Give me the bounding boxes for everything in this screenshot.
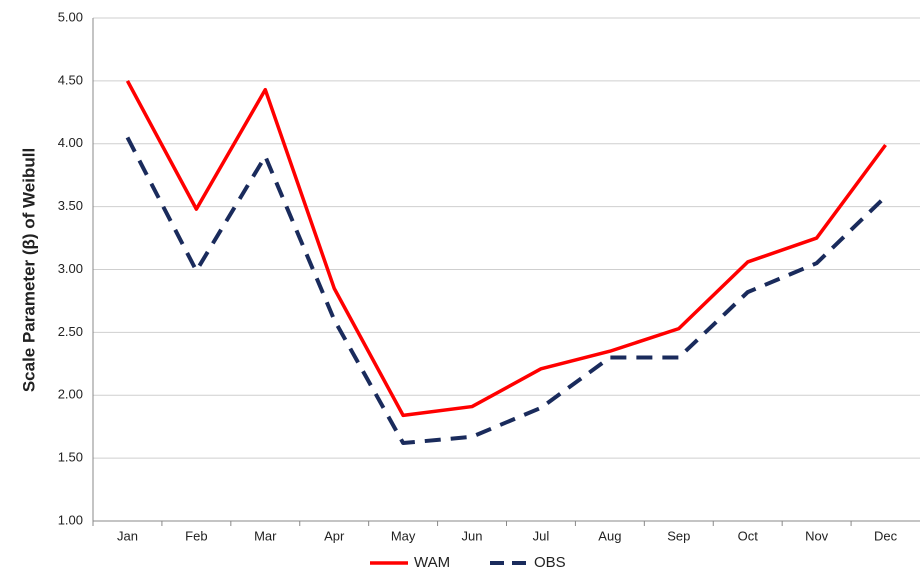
y-tick-label: 1.50 — [58, 450, 83, 465]
y-axis-label: Scale Parameter (β) of Weibull — [19, 148, 38, 392]
x-tick-label: Jul — [533, 528, 550, 543]
y-tick-label: 4.00 — [58, 135, 83, 150]
legend-label: WAM — [414, 554, 450, 571]
y-tick-label: 5.00 — [58, 9, 83, 24]
x-tick-label: May — [391, 528, 416, 543]
y-tick-label: 1.00 — [58, 512, 83, 527]
x-tick-label: Sep — [667, 528, 690, 543]
x-tick-label: Apr — [324, 528, 345, 543]
series-line — [125, 136, 887, 446]
y-tick-label: 4.50 — [58, 72, 83, 87]
x-tick-label: Jan — [117, 528, 138, 543]
y-tick-label: 2.50 — [58, 324, 83, 339]
legend-label: OBS — [534, 554, 566, 571]
y-tick-label: 3.50 — [58, 198, 83, 213]
series-line — [125, 80, 887, 418]
x-tick-label: Mar — [254, 528, 277, 543]
x-tick-label: Oct — [738, 528, 759, 543]
x-tick-label: Aug — [598, 528, 621, 543]
x-tick-label: Dec — [874, 528, 898, 543]
x-tick-label: Jun — [462, 528, 483, 543]
y-tick-label: 2.00 — [58, 387, 83, 402]
x-tick-label: Nov — [805, 528, 829, 543]
y-tick-label: 3.00 — [58, 261, 83, 276]
x-tick-label: Feb — [185, 528, 207, 543]
